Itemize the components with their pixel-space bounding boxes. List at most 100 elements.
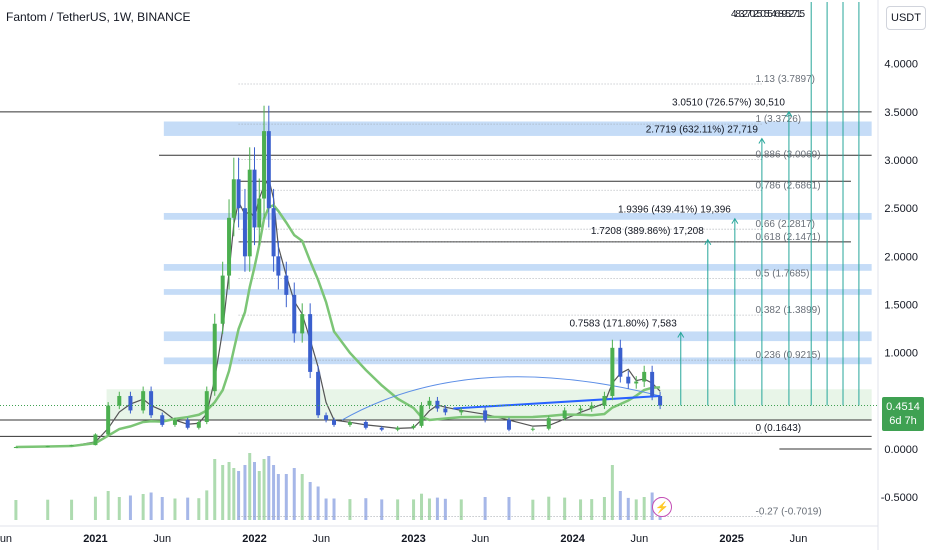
candle-body <box>419 405 424 426</box>
volume-bar <box>427 498 431 520</box>
fib-level-label: 0 (0.1643) <box>756 423 802 434</box>
volume-bar <box>117 497 121 520</box>
candle-body <box>602 395 607 406</box>
candle-body <box>172 420 177 425</box>
volume-bar <box>642 497 646 520</box>
candle-body <box>443 408 448 413</box>
candle-body <box>204 391 209 422</box>
volume-bar <box>70 499 74 520</box>
volume-bar <box>237 471 241 520</box>
volume-bar <box>221 465 225 520</box>
volume-bar <box>348 499 352 520</box>
candle-body <box>106 405 111 435</box>
volume-bar <box>160 497 164 520</box>
volume-bar <box>149 492 153 520</box>
fib-level-label: 1 (3.3726) <box>756 114 802 125</box>
fib-level-label: 1.13 (3.7897) <box>756 74 816 85</box>
candle-body <box>324 415 329 421</box>
candle-body <box>316 371 321 416</box>
x-tick-label: Jun <box>631 533 649 545</box>
target-arrow-head <box>758 137 766 144</box>
volume-bar <box>531 499 535 520</box>
candle-body <box>236 179 241 209</box>
lightning-bolt-icon[interactable]: ⚡ <box>652 497 672 517</box>
volume-bar <box>420 493 424 520</box>
fib-level-label: -0.27 (-0.7019) <box>756 507 822 518</box>
volume-bar <box>626 497 630 520</box>
resistance-zone <box>163 121 872 136</box>
candle-body <box>257 198 262 228</box>
resistance-zone <box>163 212 872 220</box>
fib-level-label: 0.66 (2.2817) <box>756 219 816 230</box>
volume-bar <box>602 497 606 520</box>
volume-bar <box>243 465 247 520</box>
y-tick-label: 4.0000 <box>884 59 918 71</box>
y-tick-label: 2.5000 <box>884 203 918 215</box>
volume-bar <box>590 499 594 520</box>
chart-title: Fantom / TetherUS, 1W, BINANCE <box>6 10 191 24</box>
candle-body <box>483 410 488 421</box>
target-label: 2.7719 (632.11%) 27,719 <box>646 125 759 136</box>
candle-body <box>262 131 267 199</box>
currency-button[interactable]: USDT <box>886 6 926 30</box>
candle-body <box>562 410 567 419</box>
candle-body <box>379 427 384 430</box>
candle-body <box>332 420 337 425</box>
overlapping-target-labels: 4.8327025055468952715 <box>731 9 805 20</box>
candle-body <box>247 169 252 257</box>
volume-bar <box>610 465 614 520</box>
x-tick-label: 2022 <box>242 533 266 545</box>
fib-level-label: 0.618 (2.1471) <box>756 232 821 243</box>
volume-bar <box>459 499 463 520</box>
y-tick-label: -0.5000 <box>881 492 918 504</box>
volume-bar <box>213 459 217 520</box>
candle-body <box>578 408 583 411</box>
target-arrow-head <box>704 238 712 246</box>
volume-bar <box>324 498 328 520</box>
candle-body <box>546 418 551 429</box>
volume-bar <box>262 459 266 520</box>
volume-bar <box>232 468 236 520</box>
x-tick-label: Jun <box>312 533 330 545</box>
volume-bar <box>141 494 145 520</box>
fib-level-label: 0.5 (1.7685) <box>756 269 810 280</box>
volume-bar <box>106 491 110 520</box>
volume-bar <box>46 499 50 520</box>
candle-body <box>427 400 432 406</box>
candle-body <box>530 428 535 430</box>
fib-level-label: 0.886 (3.0069) <box>756 149 821 160</box>
target-label: 0.7583 (171.80%) 7,583 <box>569 319 677 330</box>
candle-body <box>45 446 50 448</box>
fib-level-label: 0.786 (2.6861) <box>756 180 821 191</box>
candle-body <box>284 275 289 295</box>
volume-bar <box>14 500 18 520</box>
candle-body <box>411 425 416 428</box>
current-price-tag: 0.4514 6d 7h <box>882 397 924 431</box>
candle-body <box>220 275 225 324</box>
candle-body <box>185 420 190 428</box>
candle-body <box>626 376 631 384</box>
volume-bar <box>292 468 296 520</box>
candle-body <box>363 421 368 428</box>
candle-body <box>308 314 313 372</box>
candle-body <box>618 347 623 377</box>
candle-body <box>227 217 232 276</box>
volume-bar <box>252 462 256 520</box>
y-tick-label: 1.5000 <box>884 299 918 311</box>
volume-bar <box>443 498 447 520</box>
x-tick-label: Jun <box>153 533 171 545</box>
candle-body <box>271 208 276 257</box>
candle-body <box>149 391 154 416</box>
fib-level-label: 0.382 (1.3899) <box>756 305 821 316</box>
candle-body <box>650 371 655 396</box>
volume-bar <box>579 499 583 520</box>
volume-bar <box>300 474 304 520</box>
x-tick-label: Jun <box>790 533 808 545</box>
candle-body <box>266 131 271 209</box>
resistance-zone <box>163 289 872 295</box>
candle-body <box>141 391 146 411</box>
volume-bar <box>284 474 288 520</box>
candle-body <box>435 400 440 409</box>
